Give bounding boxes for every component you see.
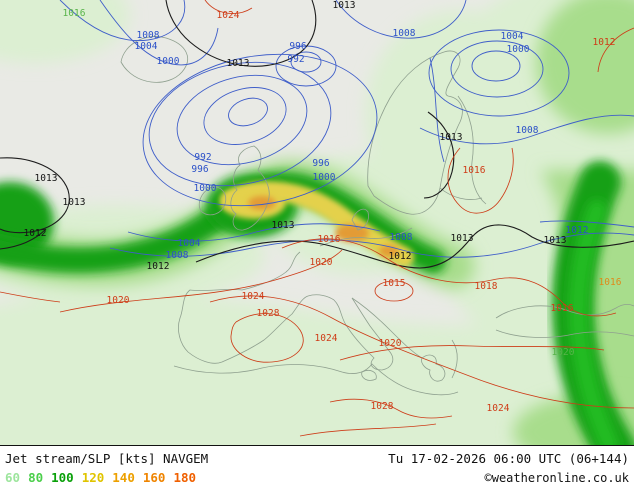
isobar-label: 1024 bbox=[217, 10, 240, 21]
coastlines bbox=[120, 36, 634, 396]
isobar-label: 1013 bbox=[227, 58, 250, 69]
isobar-label: 1013 bbox=[440, 132, 463, 143]
isobar-label: 1020 bbox=[552, 347, 575, 358]
isobar-label: 1020 bbox=[379, 338, 402, 349]
isobar-label: 1024 bbox=[315, 333, 338, 344]
isobar-label: 1000 bbox=[194, 183, 217, 194]
isobar-label: 1004 bbox=[135, 41, 158, 52]
isobar-label: 1024 bbox=[242, 291, 265, 302]
isobar-label: 1013 bbox=[35, 173, 58, 184]
isobar-label: 1012 bbox=[147, 261, 170, 272]
isobar-label: 1008 bbox=[390, 232, 413, 243]
isobar-label: 996 bbox=[312, 158, 329, 169]
valid-time: Tu 17-02-2026 06:00 UTC (06+144) bbox=[388, 451, 629, 466]
isobar-label: 1024 bbox=[487, 403, 510, 414]
isobar-label: 1028 bbox=[257, 308, 280, 319]
isobar-label: 1008 bbox=[166, 250, 189, 261]
product-title: Jet stream/SLP [kts] NAVGEM bbox=[5, 451, 209, 466]
isobar-label: 1013 bbox=[544, 235, 567, 246]
isobar-label: 1012 bbox=[593, 37, 616, 48]
isobar-label: 1013 bbox=[333, 0, 356, 11]
isobar-label: 1013 bbox=[451, 233, 474, 244]
map-area: 1016 1024 1013 1008 1004 1000 996 992 1013 1008 10… bbox=[0, 0, 634, 445]
isobar-label: 1016 bbox=[318, 234, 341, 245]
legend-value-160: 160 bbox=[142, 470, 166, 485]
isobar-label: 1020 bbox=[107, 295, 130, 306]
isobar-label: 1008 bbox=[137, 30, 160, 41]
legend-value-80: 80 bbox=[28, 470, 44, 485]
isobar-label: 1016 bbox=[463, 165, 486, 176]
legend-value-100: 100 bbox=[51, 470, 74, 485]
isobar-label: 1013 bbox=[63, 197, 86, 208]
isobar-label: 1012 bbox=[389, 251, 412, 262]
isobar-label: 1000 bbox=[313, 172, 336, 183]
isobar-label: 996 bbox=[289, 41, 306, 52]
footer-row-bottom: 60 80 100 120 140 160 180 ©weatheronline.co.uk bbox=[5, 468, 629, 487]
isobar-label: 1018 bbox=[475, 281, 498, 292]
isobar-label: 1012 bbox=[566, 225, 589, 236]
isobar-label: 1028 bbox=[371, 401, 394, 412]
legend-value-120: 120 bbox=[81, 470, 105, 485]
isobar-label: 1012 bbox=[24, 228, 47, 239]
isobar-label: 992 bbox=[287, 54, 304, 65]
isobars-red bbox=[0, 0, 634, 437]
isobars-black bbox=[0, 0, 634, 269]
isobar-label: 1008 bbox=[393, 28, 416, 39]
isobar-label: 1004 bbox=[178, 238, 201, 249]
copyright: ©weatheronline.co.uk bbox=[484, 470, 630, 485]
footer-row-top: Jet stream/SLP [kts] NAVGEM Tu 17-02-202… bbox=[5, 449, 629, 468]
isobar-label: 1000 bbox=[507, 44, 530, 55]
legend-value-180: 180 bbox=[173, 470, 197, 485]
isobar-label: 1015 bbox=[383, 278, 406, 289]
isobar-label: 1008 bbox=[516, 125, 539, 136]
isobar-label: 1020 bbox=[310, 257, 333, 268]
isobar-label: 1013 bbox=[272, 220, 295, 231]
isobar-label: 1016 bbox=[63, 8, 86, 19]
isobars-blue bbox=[59, 0, 634, 258]
footer-bar: Jet stream/SLP [kts] NAVGEM Tu 17-02-202… bbox=[0, 445, 634, 490]
isobar-label: 1016 bbox=[551, 303, 574, 314]
isobar-label: 1004 bbox=[501, 31, 524, 42]
jet-speed-legend: 60 80 100 120 140 160 180 bbox=[5, 470, 204, 485]
isobar-label: 992 bbox=[194, 152, 211, 163]
isobar-label: 996 bbox=[191, 164, 208, 175]
isobar-label: 1000 bbox=[157, 56, 180, 67]
legend-value-140: 140 bbox=[112, 470, 135, 485]
isobar-label: 1016 bbox=[599, 277, 622, 288]
legend-value-60: 60 bbox=[5, 470, 21, 485]
